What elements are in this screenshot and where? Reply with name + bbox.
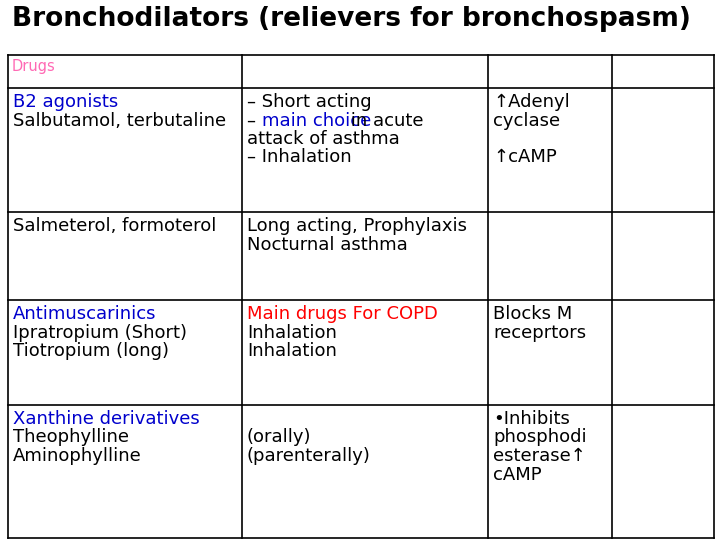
- Text: Antimuscarinics: Antimuscarinics: [13, 305, 156, 323]
- Text: receprtors: receprtors: [493, 323, 586, 341]
- Text: in acute: in acute: [345, 111, 423, 130]
- Text: –: –: [247, 111, 262, 130]
- Text: Aminophylline: Aminophylline: [13, 447, 142, 465]
- Text: Nocturnal asthma: Nocturnal asthma: [247, 235, 408, 253]
- Text: Theophylline: Theophylline: [13, 429, 129, 447]
- Text: – Inhalation: – Inhalation: [247, 148, 351, 166]
- Text: Inhalation: Inhalation: [247, 323, 337, 341]
- Text: Drugs: Drugs: [12, 59, 55, 74]
- Text: (parenterally): (parenterally): [247, 447, 371, 465]
- Text: Inhalation: Inhalation: [247, 342, 337, 360]
- Text: main choice: main choice: [262, 111, 372, 130]
- Text: attack of asthma: attack of asthma: [247, 130, 400, 148]
- Text: – Short acting: – Short acting: [247, 93, 372, 111]
- Text: B2 agonists: B2 agonists: [13, 93, 118, 111]
- Text: cAMP: cAMP: [493, 465, 541, 483]
- Text: phosphodi: phosphodi: [493, 429, 587, 447]
- Text: ↑cAMP: ↑cAMP: [493, 148, 557, 166]
- Text: Tiotropium (long): Tiotropium (long): [13, 342, 169, 360]
- Text: Ipratropium (Short): Ipratropium (Short): [13, 323, 187, 341]
- Text: Bronchodilators (relievers for bronchospasm): Bronchodilators (relievers for bronchosp…: [12, 6, 691, 32]
- Text: Blocks M: Blocks M: [493, 305, 572, 323]
- Text: esterase↑: esterase↑: [493, 447, 586, 465]
- Text: Salmeterol, formoterol: Salmeterol, formoterol: [13, 217, 217, 235]
- Text: (orally): (orally): [247, 429, 312, 447]
- Text: Salbutamol, terbutaline: Salbutamol, terbutaline: [13, 111, 226, 130]
- Text: Main drugs For COPD: Main drugs For COPD: [247, 305, 438, 323]
- Text: cyclase: cyclase: [493, 111, 560, 130]
- Text: Xanthine derivatives: Xanthine derivatives: [13, 410, 199, 428]
- Text: ↑Adenyl: ↑Adenyl: [493, 93, 570, 111]
- Text: Long acting, Prophylaxis: Long acting, Prophylaxis: [247, 217, 467, 235]
- Text: •Inhibits: •Inhibits: [493, 410, 570, 428]
